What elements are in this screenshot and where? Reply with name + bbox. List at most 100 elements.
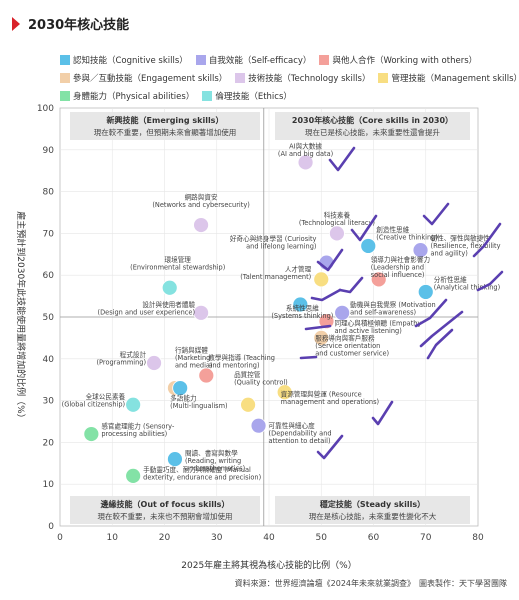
data-label-line: 閱讀、書寫與數學: [185, 449, 238, 458]
data-label-line: 同理心與積極傾聽 (Empathy: [334, 318, 421, 327]
legend-item: 管理技能（Management skills）: [378, 70, 519, 86]
data-label-line: 領導力與社會影響力: [371, 255, 430, 264]
data-point: [193, 217, 209, 233]
x-tick-label: 70: [420, 533, 432, 543]
data-label-line: (Technological literacy): [299, 219, 375, 227]
data-label-line: 全球公民素養: [86, 392, 126, 401]
data-point: [125, 396, 142, 413]
data-point: [276, 384, 293, 401]
data-label-line: management and operations): [281, 398, 379, 406]
data-label-line: (AI and big data): [278, 150, 333, 158]
quadrant-box-out_of_focus: 邊緣技能（Out of focus skills） 現在較不重要，未來也不預期會增…: [70, 496, 260, 524]
legend-swatch: [235, 73, 246, 83]
quadrant-box-bg: [275, 112, 470, 140]
legend-swatch: [60, 91, 70, 101]
y-tick-label: 60: [43, 271, 55, 281]
data-label-line: (Design and user experience): [98, 309, 196, 317]
data-label: 動機與自我覺察 (Motivation and self-awareness): [350, 300, 436, 317]
data-label-line: (Multi-lingualism): [170, 402, 227, 410]
quadrant-box-bg: [70, 496, 260, 524]
legend-swatch: [319, 55, 330, 65]
check-mark: [472, 222, 502, 258]
data-label-line: and lifelong learning): [246, 242, 316, 250]
data-label-line: 教學與指導 (Teaching: [208, 353, 275, 362]
data-point: [292, 296, 309, 313]
data-label-line: 科技素養: [324, 211, 351, 220]
legend-label: 管理技能（Management skills）: [391, 74, 519, 84]
check-mark: [316, 248, 344, 272]
data-label-line: attention to detail): [269, 437, 331, 445]
legend-swatch: [60, 73, 70, 83]
quadrant-desc: 現在已是核心技能，未來重要性還會提升: [305, 127, 440, 137]
legend-swatch: [202, 91, 213, 101]
data-label-line: and mentoring): [208, 361, 259, 369]
data-label-line: and agility): [431, 250, 468, 258]
y-tick-label: 50: [43, 313, 55, 323]
data-label-line: (Talent management): [240, 273, 311, 281]
title-marker-icon: [12, 16, 20, 31]
check-mark: [414, 298, 448, 328]
data-label: 韌性、彈性與敏捷性(Resilience, flexibility and agi…: [431, 234, 501, 258]
x-tick-label: 40: [263, 533, 275, 543]
legend-label: 技術技能（Technology skills）: [248, 74, 371, 84]
data-label: 感官處理能力 (Sensory-processing abilities): [101, 421, 175, 438]
data-point: [313, 329, 330, 346]
data-label-line: (Systems thinking): [271, 312, 333, 320]
data-point: [370, 271, 387, 288]
data-label-line: (Creative thinking): [376, 234, 438, 242]
data-label-line: (Dependability and: [269, 430, 332, 438]
data-label: 分析性思維(Analytical thinking): [434, 275, 500, 292]
y-tick-label: 20: [43, 438, 55, 448]
legend: 認知技能（Cognitive skills） 自我效能（Self-efficacy…: [60, 52, 519, 106]
data-label-line: social influence): [371, 271, 425, 279]
data-label-line: 動機與自我覺察 (Motivation: [350, 300, 436, 309]
data-label-line: (Programming): [96, 359, 146, 367]
check-mark: [419, 310, 464, 348]
legend-label: 認知技能（Cognitive skills）: [73, 56, 188, 66]
check-mark: [422, 202, 450, 226]
data-label: 閱讀、書寫與數學(Reading, writing and mathematics…: [185, 449, 245, 473]
data-points: [83, 154, 434, 484]
data-label-line: AI與大數據: [289, 142, 322, 151]
data-label-line: and customer service): [315, 349, 389, 357]
quadrant-title: 邊緣技能（Out of focus skills）: [101, 499, 230, 509]
data-label-line: 系統性思維: [286, 304, 319, 313]
legend-item: 自我效能（Self-efficacy）: [195, 52, 311, 68]
data-label-line: (Quality control): [234, 379, 288, 387]
legend-row: 參與／互動技能（Engagement skills） 技術技能（Technolog…: [60, 70, 519, 86]
data-label: AI與大數據(AI and big data): [278, 142, 333, 159]
data-point: [334, 304, 351, 321]
quadrant-box-bg: [275, 496, 470, 524]
y-tick-label: 10: [43, 480, 55, 490]
data-label-line: 網路與資安: [185, 192, 218, 201]
x-tick-label: 30: [211, 533, 223, 543]
data-point: [172, 380, 189, 396]
data-label-line: (Networks and cybersecurity): [152, 201, 250, 209]
data-label: 好奇心與終身學習 (Curiosity and lifelong learning…: [230, 234, 317, 251]
data-label-line: 人才管理: [285, 265, 312, 274]
data-label: 多語能力(Multi-lingualism): [170, 393, 227, 410]
data-label-line: 好奇心與終身學習 (Curiosity: [230, 234, 317, 243]
quadrant-title: 新興技能（Emerging skills）: [107, 115, 224, 125]
y-tick-label: 100: [37, 104, 54, 114]
data-label-line: dexterity, endurance and precision): [143, 474, 261, 482]
data-label-line: 品質控管: [234, 370, 261, 379]
data-label-line: 程式設計: [120, 350, 147, 359]
legend-item: 參與／互動技能（Engagement skills）: [60, 70, 227, 86]
legend-item: 認知技能（Cognitive skills）: [60, 52, 188, 68]
title-area: 2030年核心技能: [12, 14, 129, 33]
data-label-line: 服務導向與客戶服務: [315, 333, 375, 342]
legend-swatch: [195, 55, 206, 65]
data-label-line: 可靠性與細心度: [269, 421, 316, 430]
legend-label: 參與／互動技能（Engagement skills）: [73, 74, 228, 84]
data-label: 網路與資安(Networks and cybersecurity): [152, 192, 250, 209]
check-mark: [299, 355, 318, 360]
data-label: 環境管理(Environmental stewardship): [130, 255, 225, 272]
data-point: [193, 304, 209, 321]
data-point: [329, 225, 345, 242]
data-label: 行銷與媒體(Marketing and media): [175, 346, 213, 370]
data-label-line: (Marketing: [175, 354, 210, 362]
data-label: 領導力與社會影響力(Leadership and social influence…: [371, 255, 430, 279]
legend-item: 身體能力（Physical abilities）: [60, 88, 194, 104]
y-tick-label: 80: [43, 188, 55, 198]
